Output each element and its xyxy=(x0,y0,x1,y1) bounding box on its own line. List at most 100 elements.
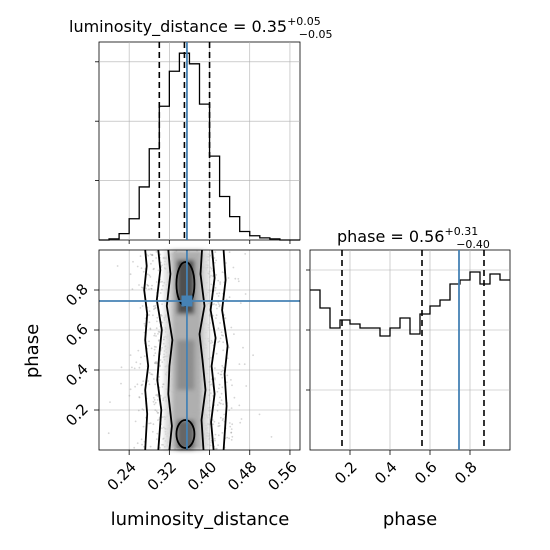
hist-phase-frame xyxy=(309,249,511,451)
density-panel: 0.24 0.32 0.40 0.48 0.56 0.2 0.4 0.6 0.8 lumino… xyxy=(22,249,301,530)
density-contour-2 xyxy=(165,249,174,451)
density-point xyxy=(215,314,218,317)
density-contour-0 xyxy=(143,249,150,451)
density-point xyxy=(145,287,148,290)
density-point xyxy=(149,422,152,425)
density-point xyxy=(218,292,221,295)
density-point xyxy=(152,396,155,399)
density-point xyxy=(137,349,140,352)
hist-phase-xtick-label-3: 0.8 xyxy=(451,458,481,488)
density-point xyxy=(131,288,134,290)
density-point xyxy=(218,340,221,343)
density-contour-3 xyxy=(198,249,207,451)
density-point xyxy=(154,361,157,363)
density-point xyxy=(233,396,236,399)
density-point xyxy=(156,399,159,401)
density-point xyxy=(161,321,164,324)
density-point xyxy=(223,413,226,416)
density-point xyxy=(150,373,153,376)
density-point xyxy=(156,316,159,319)
density-point xyxy=(221,419,224,422)
density-point xyxy=(240,418,243,420)
density-point xyxy=(224,317,227,320)
density-point xyxy=(153,403,156,406)
density-point xyxy=(215,304,218,306)
hist-distance-title-sup: +0.05 xyxy=(287,15,321,28)
density-point xyxy=(162,444,165,446)
density-point xyxy=(162,356,165,359)
density-point xyxy=(219,416,222,419)
density-point xyxy=(161,288,163,291)
density-point xyxy=(136,265,139,268)
density-point xyxy=(225,381,228,384)
density-point xyxy=(129,273,132,276)
density-point xyxy=(153,334,156,337)
density-point xyxy=(209,254,211,257)
density-point xyxy=(148,422,151,425)
density-contour-1 xyxy=(155,249,163,451)
density-point xyxy=(161,361,164,363)
density-point xyxy=(270,436,273,438)
density-point xyxy=(159,359,162,361)
density-point xyxy=(154,409,157,411)
density-point xyxy=(161,386,164,388)
density-point xyxy=(129,354,132,356)
density-point xyxy=(230,428,233,430)
density-point xyxy=(220,392,223,395)
density-point xyxy=(213,420,216,423)
hist-phase-step-line xyxy=(310,271,510,337)
density-contour-4 xyxy=(209,249,217,451)
density-frame xyxy=(98,249,301,451)
density-point xyxy=(231,423,234,426)
hist-phase-xtick-label-1: 0.4 xyxy=(371,458,401,488)
density-point xyxy=(210,441,213,444)
density-point xyxy=(153,354,155,357)
density-point xyxy=(161,443,163,446)
density-point xyxy=(209,322,212,324)
density-point xyxy=(220,331,223,334)
density-point xyxy=(219,283,222,285)
density-point xyxy=(219,373,222,376)
hist-distance-step-line xyxy=(99,52,300,241)
density-point xyxy=(217,279,220,282)
density-point xyxy=(156,393,159,396)
density-point xyxy=(226,374,229,377)
density-point xyxy=(221,386,224,389)
density-point xyxy=(220,373,223,376)
density-point xyxy=(221,376,224,379)
density-point xyxy=(141,408,144,410)
density-point xyxy=(158,376,161,378)
density-point xyxy=(234,277,237,280)
density-point xyxy=(222,417,225,420)
density-point xyxy=(218,387,220,390)
density-point xyxy=(151,373,154,376)
density-point xyxy=(138,396,141,398)
density-point xyxy=(217,295,220,297)
density-point xyxy=(157,269,160,272)
density-point xyxy=(150,262,152,265)
density-point xyxy=(210,383,213,386)
density-point xyxy=(154,383,157,386)
density-point xyxy=(162,397,165,400)
density-point xyxy=(140,438,143,441)
density-point xyxy=(218,304,221,307)
density-point xyxy=(222,369,225,372)
density-point xyxy=(222,366,225,369)
density-point xyxy=(159,281,162,283)
density-point xyxy=(239,302,242,304)
density-point xyxy=(214,251,217,254)
density-point xyxy=(146,284,149,287)
density-point xyxy=(211,341,214,344)
density-point xyxy=(129,388,132,391)
density-point xyxy=(141,392,144,395)
density-point xyxy=(228,409,231,412)
density-point xyxy=(230,431,233,434)
hist-distance-title-sub: −0.05 xyxy=(299,28,333,41)
density-point xyxy=(157,333,159,335)
density-point xyxy=(217,434,220,437)
density-point xyxy=(155,362,158,365)
hist-distance-steps xyxy=(99,52,300,241)
density-point xyxy=(212,423,215,426)
hist-phase-title: phase = 0.56+0.31 −0.40 xyxy=(337,225,490,251)
density-xtick-label-2: 0.40 xyxy=(184,458,220,494)
